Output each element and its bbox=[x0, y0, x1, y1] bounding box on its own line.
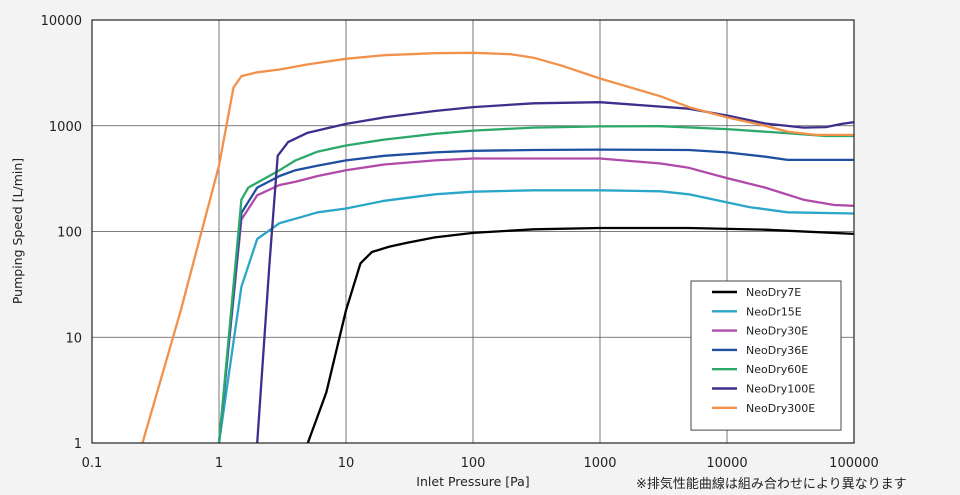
x-tick-label: 100 bbox=[461, 456, 486, 471]
legend-label: NeoDry60E bbox=[746, 363, 808, 376]
x-tick-labels: 0.1 1 10 100 1000 10000 100000 bbox=[82, 456, 879, 471]
series-lines bbox=[141, 51, 854, 443]
x-tick-label: 0.1 bbox=[82, 456, 103, 471]
x-tick-label: 100000 bbox=[829, 456, 879, 471]
series-line-neodry60e bbox=[217, 125, 854, 443]
legend-label: NeoDry36E bbox=[746, 344, 808, 357]
x-axis-title: Inlet Pressure [Pa] bbox=[416, 474, 529, 489]
series-line-neodry300e bbox=[141, 51, 854, 443]
legend-label: NeoDry300E bbox=[746, 402, 815, 415]
series-line-neodry7e bbox=[306, 226, 854, 443]
series-line-neodr15e bbox=[217, 189, 854, 443]
legend-box bbox=[690, 280, 842, 431]
x-tick-label: 1000 bbox=[583, 456, 616, 471]
legend-label: NeoDry100E bbox=[746, 383, 815, 396]
footnote: ※排気性能曲線は組み合わせにより異なります bbox=[636, 477, 907, 492]
y-tick-label: 100 bbox=[57, 226, 82, 241]
y-tick-labels: 1 10 100 1000 10000 bbox=[41, 14, 82, 452]
plot-frame bbox=[91, 19, 855, 444]
legend-label: NeoDry30E bbox=[746, 325, 808, 338]
series-line-neodry100e bbox=[256, 101, 854, 443]
y-axis-title: Pumping Speed [L/min] bbox=[10, 158, 25, 304]
x-tick-label: 10000 bbox=[706, 456, 747, 471]
x-tick-label: 10 bbox=[338, 456, 355, 471]
legend-label: NeoDr15E bbox=[746, 305, 802, 318]
y-tick-label: 10 bbox=[65, 331, 82, 346]
y-tick-label: 1 bbox=[74, 437, 82, 452]
x-tick-label: 1 bbox=[215, 456, 223, 471]
series-line-neodry30e bbox=[217, 157, 854, 443]
y-tick-label: 10000 bbox=[41, 14, 82, 29]
legend: NeoDry7E NeoDr15E NeoDry30E NeoDry36E NeoDry… bbox=[690, 280, 842, 431]
series-line-neodry36e bbox=[217, 148, 854, 443]
y-tick-label: 1000 bbox=[49, 120, 82, 135]
legend-label: NeoDry7E bbox=[746, 286, 801, 299]
